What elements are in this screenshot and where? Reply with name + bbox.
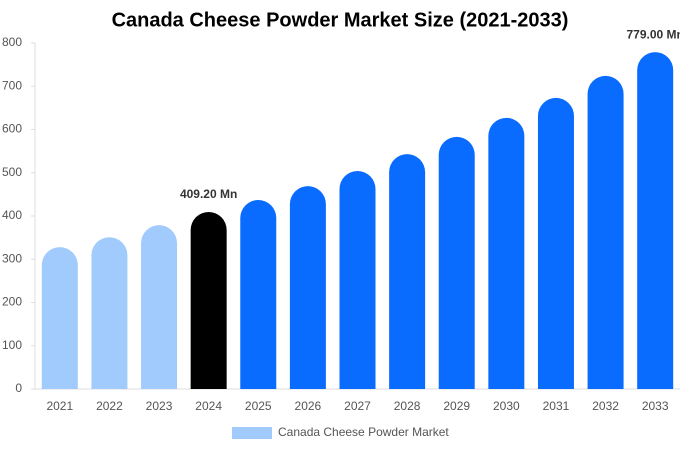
- y-tick-label: 0: [15, 381, 22, 395]
- bar: [141, 225, 178, 389]
- bar: [91, 237, 128, 389]
- bar: [289, 186, 326, 389]
- x-tick-label: 2023: [146, 399, 173, 413]
- y-tick-label: 400: [2, 208, 22, 222]
- bar: [339, 171, 376, 389]
- x-tick-label: 2033: [642, 399, 669, 413]
- bar: [587, 75, 624, 390]
- x-tick-label: 2031: [543, 399, 570, 413]
- bar: [637, 52, 674, 390]
- value-label: 409.20 Mn: [180, 187, 237, 201]
- x-tick-label: 2024: [195, 399, 222, 413]
- x-tick-label: 2029: [443, 399, 470, 413]
- x-tick-label: 2025: [245, 399, 272, 413]
- y-tick-label: 100: [2, 338, 22, 352]
- legend-label: Canada Cheese Powder Market: [278, 425, 449, 439]
- y-tick-label: 300: [2, 251, 22, 265]
- x-tick-label: 2022: [96, 399, 123, 413]
- bar: [537, 97, 574, 390]
- bar: [41, 247, 78, 389]
- bar: [389, 154, 426, 389]
- x-tick-label: 2021: [46, 399, 73, 413]
- bar: [240, 199, 277, 389]
- x-tick-label: 2028: [394, 399, 421, 413]
- x-tick-label: 2027: [344, 399, 371, 413]
- y-tick-label: 600: [2, 122, 22, 136]
- y-tick-label: 800: [2, 35, 22, 49]
- legend-swatch: [232, 427, 272, 439]
- y-tick-label: 500: [2, 165, 22, 179]
- value-label: 779.00 Mn: [627, 27, 680, 41]
- x-tick-label: 2032: [592, 399, 619, 413]
- x-tick-label: 2030: [493, 399, 520, 413]
- chart-title: Canada Cheese Powder Market Size (2021-2…: [112, 9, 569, 31]
- bar: [488, 117, 525, 389]
- y-tick-label: 700: [2, 78, 22, 92]
- bar: [438, 136, 475, 389]
- bar: [190, 212, 227, 389]
- x-tick-label: 2026: [295, 399, 322, 413]
- y-tick-label: 200: [2, 295, 22, 309]
